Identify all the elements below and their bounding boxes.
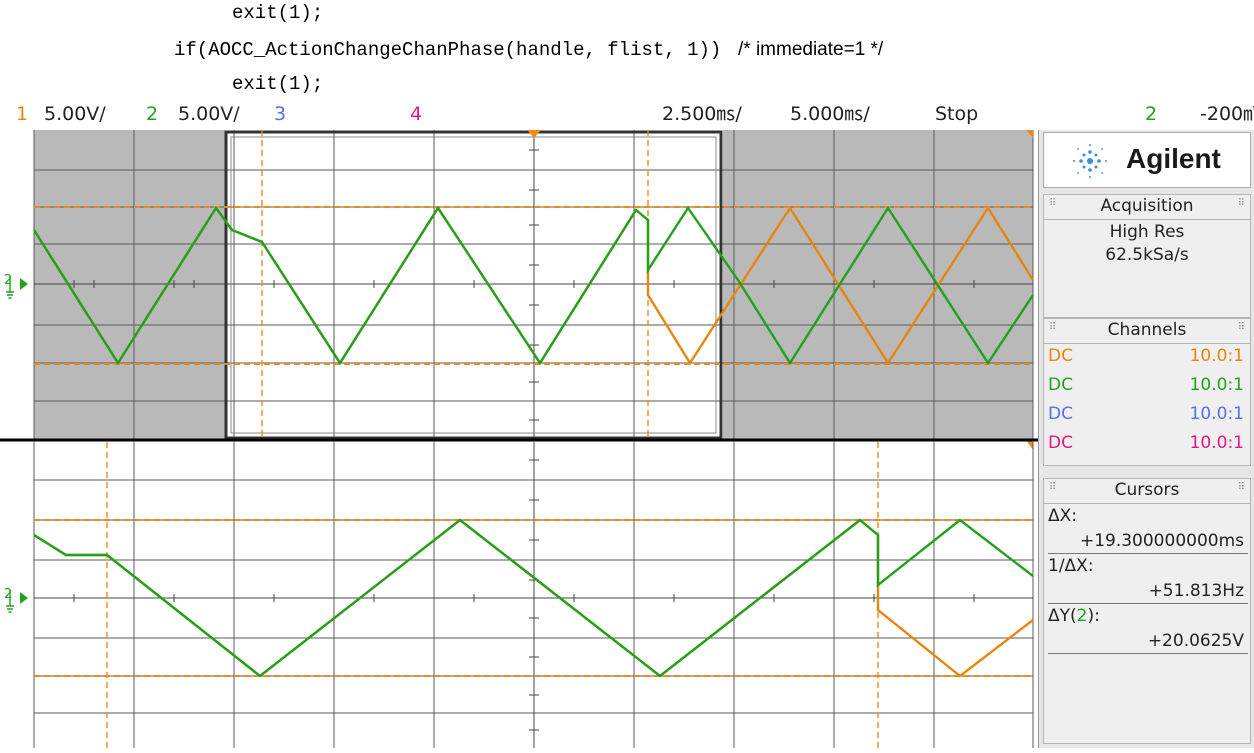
- grip-icon: ⠿: [1049, 482, 1057, 493]
- code-line-3: exit(1);: [232, 73, 324, 95]
- acquisition-mode: High Res: [1109, 222, 1185, 242]
- inverse-delta-x-value: +51.813Hz: [1148, 581, 1244, 601]
- cursors-box[interactable]: ⠿ Cursors ⠿ ΔX: +19.300000000ms 1/ΔX: +5…: [1043, 478, 1251, 744]
- ch4-probe: 10.0:1: [1189, 433, 1244, 453]
- acquisition-title: Acquisition: [1100, 196, 1194, 216]
- grip-icon: ⠿: [1237, 482, 1245, 493]
- run-state[interactable]: Stop: [935, 103, 979, 125]
- ch2-trace-top: [32, 205, 1035, 366]
- side-panel: Agilent ⠿ Acquisition ⠿ High Res 62.5kSa…: [1038, 130, 1254, 748]
- ch2-probe: 10.0:1: [1189, 375, 1244, 395]
- acquisition-box[interactable]: ⠿ Acquisition ⠿ High Res 62.5kSa/s: [1043, 194, 1251, 318]
- grip-icon: ⠿: [1049, 198, 1057, 209]
- shaded-region-right: [723, 130, 1033, 440]
- ch3-number[interactable]: 3: [274, 103, 287, 125]
- ground-label-top: 2: [4, 273, 13, 288]
- cursors-title: Cursors: [1114, 480, 1180, 500]
- delta-x-label: ΔX:: [1048, 506, 1078, 526]
- grip-icon: ⠿: [1049, 322, 1057, 333]
- ground-label-bottom: 2: [4, 587, 13, 602]
- trigger-level[interactable]: -200㎷: [1200, 103, 1254, 125]
- scope-display[interactable]: 2 2: [0, 130, 1040, 748]
- grid-bottom: [33, 442, 1034, 748]
- ch1-number[interactable]: 1: [16, 103, 29, 125]
- channels-box[interactable]: ⠿ Channels ⠿ DC 10.0:1 DC 10.0:1 DC 10.0…: [1043, 318, 1251, 466]
- spark-logo-icon: [1073, 144, 1107, 178]
- zoom-timebase[interactable]: 5.000㎳/: [790, 103, 870, 125]
- grip-icon: ⠿: [1237, 198, 1245, 209]
- ground-marker-bottom: [6, 590, 28, 613]
- ch2-scale[interactable]: 5.00V/: [178, 103, 240, 125]
- main-timebase[interactable]: 2.500㎳/: [662, 103, 742, 125]
- sample-rate: 62.5kSa/s: [1105, 245, 1189, 265]
- inverse-delta-x-label: 1/ΔX:: [1048, 556, 1094, 576]
- ch1-coupling: DC: [1048, 346, 1073, 366]
- code-line-2-comment: /* immediate=1 */: [738, 39, 884, 60]
- zoom-window-frame: [224, 130, 723, 440]
- ch1-probe: 10.0:1: [1189, 346, 1244, 366]
- code-snippet: exit(1); if(AOCC_ActionChangeChanPhase(h…: [0, 0, 1254, 98]
- ground-marker-top: [6, 276, 28, 299]
- code-line-2: if(AOCC_ActionChangeChanPhase(handle, fl…: [174, 39, 722, 61]
- ch2-coupling: DC: [1048, 375, 1073, 395]
- ch4-coupling: DC: [1048, 433, 1073, 453]
- delta-x-value: +19.300000000ms: [1079, 531, 1244, 551]
- ch3-probe: 10.0:1: [1189, 404, 1244, 424]
- waveform-canvas[interactable]: [0, 130, 1040, 748]
- ch1-scale[interactable]: 5.00V/: [44, 103, 106, 125]
- grip-icon: ⠿: [1237, 322, 1245, 333]
- grid-top: [33, 130, 1034, 440]
- ch3-coupling: DC: [1048, 404, 1073, 424]
- trigger-source[interactable]: 2: [1145, 103, 1158, 125]
- agilent-logo: Agilent: [1043, 132, 1251, 188]
- brand-name: Agilent: [1126, 143, 1221, 174]
- ch2-trace-bottom: [33, 518, 1034, 678]
- code-line-1: exit(1);: [232, 2, 324, 24]
- ch4-number[interactable]: 4: [410, 103, 423, 125]
- ch2-number[interactable]: 2: [146, 103, 159, 125]
- status-bar: 1 5.00V/ 2 5.00V/ 3 4 2.500㎳/ 5.000㎳/ St…: [0, 98, 1254, 147]
- channels-title: Channels: [1107, 320, 1187, 340]
- shaded-region-left: [34, 130, 225, 440]
- delta-y-label: ΔY(2):: [1048, 606, 1100, 626]
- delta-y-value: +20.0625V: [1147, 631, 1244, 651]
